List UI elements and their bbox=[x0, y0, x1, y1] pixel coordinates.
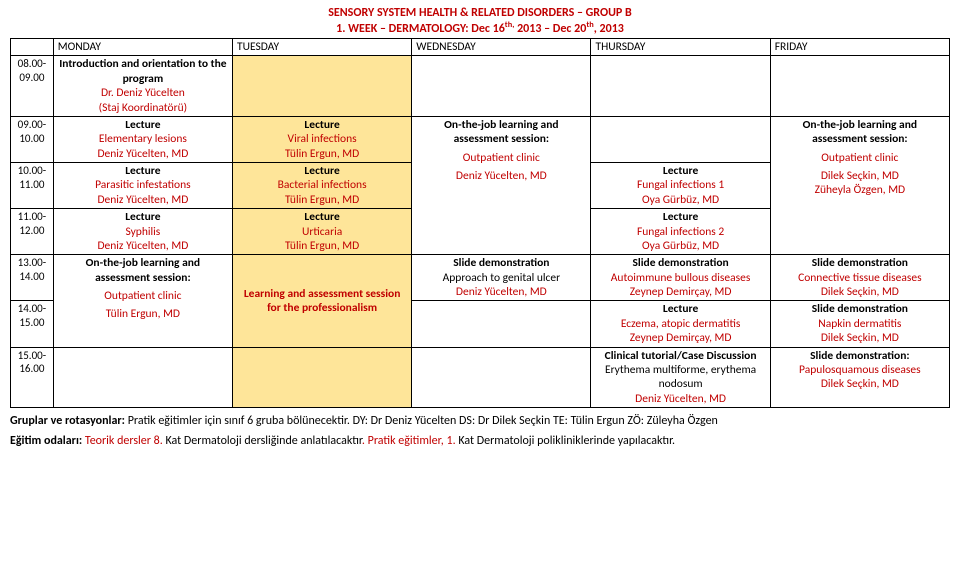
page-subtitle: 1. WEEK – DERMATOLOGY: Dec 16th, 2013 – … bbox=[10, 20, 950, 36]
mon-1500-empty bbox=[53, 347, 232, 408]
time-1300: 13.00-14.00 bbox=[11, 255, 54, 301]
thu-1300: Slide demonstration Autoimmune bullous d… bbox=[591, 255, 770, 301]
thu-1400: Lecture Eczema, atopic dermatitis Zeynep… bbox=[591, 301, 770, 347]
row-1500: 15.00-16.00 Clinical tutorial/Case Discu… bbox=[11, 347, 950, 408]
thu-0800-empty bbox=[591, 56, 770, 117]
wed-1400-empty bbox=[412, 301, 591, 347]
mon-0800: Introduction and orientation to the prog… bbox=[53, 56, 232, 117]
time-0900: 09.00-10.00 bbox=[11, 116, 54, 162]
fri-1500: Slide demonstration: Papulosquamous dise… bbox=[770, 347, 949, 408]
thu-0900-empty bbox=[591, 116, 770, 162]
day-wednesday: WEDNESDAY bbox=[412, 39, 591, 56]
thu-1000: Lecture Fungal infections 1 Oya Gürbüz, … bbox=[591, 163, 770, 209]
day-thursday: THURSDAY bbox=[591, 39, 770, 56]
schedule-table: MONDAY TUESDAY WEDNESDAY THURSDAY FRIDAY… bbox=[10, 38, 950, 408]
tue-0900: Lecture Viral infections Tülin Ergun, MD bbox=[233, 116, 412, 162]
thu-1500: Clinical tutorial/Case Discussion Erythe… bbox=[591, 347, 770, 408]
wed-0900-1200: On-the-job learning and assessment sessi… bbox=[412, 116, 591, 254]
tue-1300-1500: Learning and assessment session for the … bbox=[233, 255, 412, 347]
time-1400: 14.00-15.00 bbox=[11, 301, 54, 347]
fri-1300: Slide demonstration Connective tissue di… bbox=[770, 255, 949, 301]
mon-0900: Lecture Elementary lesions Deniz Yücelte… bbox=[53, 116, 232, 162]
thu-1100: Lecture Fungal infections 2 Oya Gürbüz, … bbox=[591, 209, 770, 255]
footnote-groups: Gruplar ve rotasyonlar: Pratik eğitimler… bbox=[10, 414, 950, 428]
fri-1400: Slide demonstration Napkin dermatitis Di… bbox=[770, 301, 949, 347]
time-1000: 10.00-11.00 bbox=[11, 163, 54, 209]
mon-1300-1500: On-the-job learning and assessment sessi… bbox=[53, 255, 232, 347]
wed-0800-empty bbox=[412, 56, 591, 117]
tue-1500-empty bbox=[233, 347, 412, 408]
row-0800: 08.00-09.00 Introduction and orientation… bbox=[11, 56, 950, 117]
time-1100: 11.00-12.00 bbox=[11, 209, 54, 255]
time-0800: 08.00-09.00 bbox=[11, 56, 54, 117]
footnote-rooms: Eğitim odaları: Teorik dersler 8. Kat De… bbox=[10, 434, 950, 448]
wed-1300: Slide demonstration Approach to genital … bbox=[412, 255, 591, 301]
wed-1500-empty bbox=[412, 347, 591, 408]
time-1500: 15.00-16.00 bbox=[11, 347, 54, 408]
tue-1100: Lecture Urticaria Tülin Ergun, MD bbox=[233, 209, 412, 255]
row-1300: 13.00-14.00 On-the-job learning and asse… bbox=[11, 255, 950, 301]
fri-0800-empty bbox=[770, 56, 949, 117]
tue-1000: Lecture Bacterial infections Tülin Ergun… bbox=[233, 163, 412, 209]
day-tuesday: TUESDAY bbox=[233, 39, 412, 56]
row-0900: 09.00-10.00 Lecture Elementary lesions D… bbox=[11, 116, 950, 162]
mon-1000: Lecture Parasitic infestations Deniz Yüc… bbox=[53, 163, 232, 209]
day-monday: MONDAY bbox=[53, 39, 232, 56]
header-row: MONDAY TUESDAY WEDNESDAY THURSDAY FRIDAY bbox=[11, 39, 950, 56]
tue-0800-empty bbox=[233, 56, 412, 117]
fri-0900-1200: On-the-job learning and assessment sessi… bbox=[770, 116, 949, 254]
mon-1100: Lecture Syphilis Deniz Yücelten, MD bbox=[53, 209, 232, 255]
day-friday: FRIDAY bbox=[770, 39, 949, 56]
page-title: SENSORY SYSTEM HEALTH & RELATED DISORDER… bbox=[10, 6, 950, 20]
